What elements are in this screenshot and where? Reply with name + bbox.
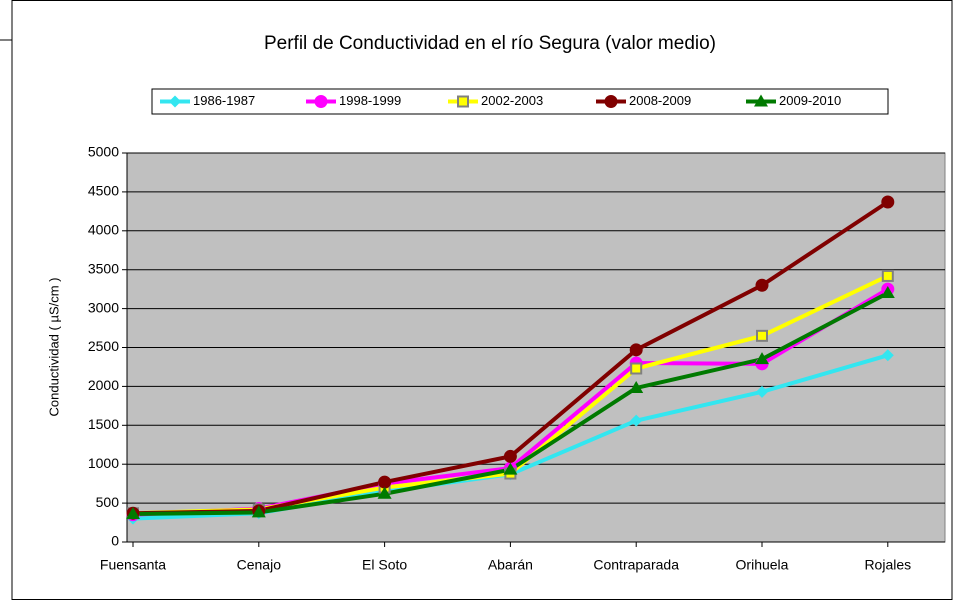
x-tick-label: Abarán (488, 557, 533, 573)
data-point (503, 462, 518, 475)
y-tick-label: 0 (111, 533, 119, 549)
data-point (756, 385, 768, 398)
y-axis-label: Conductividad ( µS/cm ) (46, 278, 61, 417)
y-tick-label: 4500 (88, 183, 119, 199)
data-point (630, 414, 643, 427)
legend-marker (604, 95, 618, 108)
data-point (377, 486, 392, 499)
legend-label: 1998-1999 (339, 93, 401, 108)
y-tick-label: 1500 (88, 416, 119, 432)
y-tick-label: 2000 (88, 377, 119, 393)
data-point (881, 269, 894, 282)
data-point (755, 278, 769, 292)
x-tick-label: Fuensanta (100, 557, 166, 573)
legend-marker (169, 95, 181, 108)
data-point (629, 343, 643, 357)
data-point (630, 362, 643, 375)
legend-marker (457, 95, 469, 108)
y-tick-label: 3500 (88, 260, 119, 276)
data-point (756, 329, 768, 342)
data-point (881, 195, 895, 209)
legend-label: 2008-2009 (629, 93, 691, 108)
x-tick-label: El Soto (362, 557, 407, 573)
x-tick-label: Orihuela (736, 557, 789, 573)
legend-label: 1986-1987 (193, 93, 255, 108)
data-point (881, 349, 894, 362)
y-tick-label: 2500 (88, 338, 119, 354)
x-tick-label: Rojales (864, 557, 911, 573)
data-point (755, 352, 769, 365)
data-point (880, 286, 895, 299)
chart-title: Perfil de Conductividad en el río Segura… (264, 33, 716, 54)
data-point (629, 380, 644, 393)
data-point (126, 506, 140, 519)
y-tick-label: 1000 (88, 455, 119, 471)
data-point (378, 475, 392, 489)
y-tick-label: 5000 (88, 144, 119, 160)
data-point (503, 449, 517, 463)
legend-label: 2009-2010 (779, 93, 841, 108)
y-tick-label: 500 (96, 494, 120, 510)
y-tick-label: 3000 (88, 299, 119, 315)
legend-label: 2002-2003 (481, 93, 543, 108)
y-tick-label: 4000 (88, 222, 119, 238)
x-tick-label: Cenajo (237, 557, 282, 573)
data-point (251, 505, 266, 518)
legend-marker (754, 94, 768, 107)
legend-marker (314, 95, 328, 108)
x-tick-label: Contraparada (593, 557, 679, 573)
